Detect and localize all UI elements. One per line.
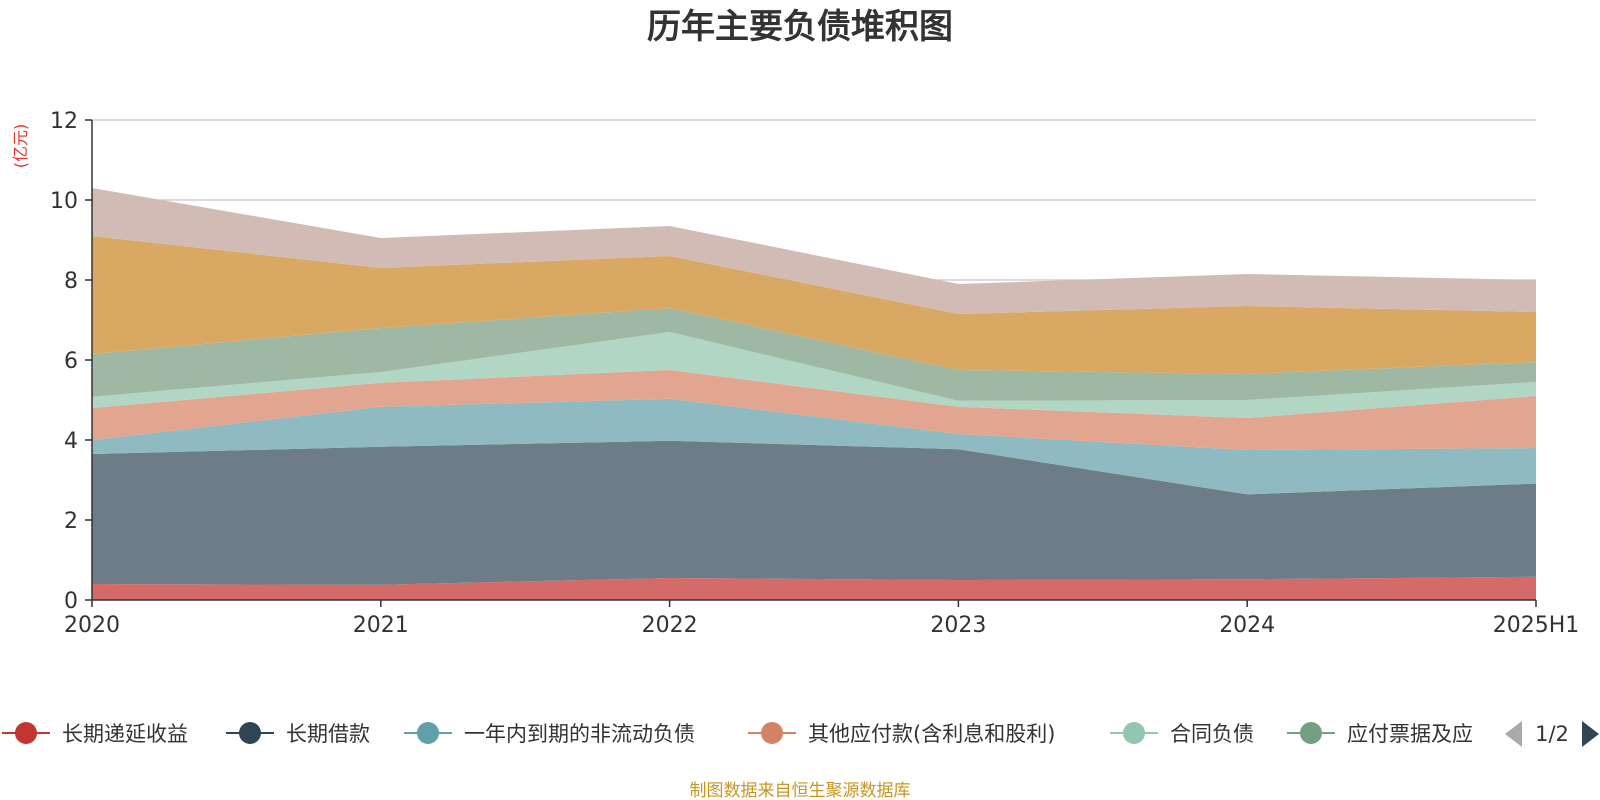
- legend-label: 应付票据及应: [1347, 722, 1473, 746]
- y-unit-label: (亿元): [11, 124, 30, 169]
- legend-label: 其他应付款(含利息和股利): [808, 722, 1055, 746]
- x-tick-label: 2022: [642, 613, 698, 638]
- legend-label: 一年内到期的非流动负债: [464, 722, 695, 746]
- y-tick-label: 2: [64, 509, 78, 534]
- legend-prev-icon[interactable]: [1505, 721, 1522, 747]
- legend-item[interactable]: 长期借款: [226, 722, 370, 746]
- x-tick-label: 2023: [930, 613, 986, 638]
- y-tick-label: 8: [64, 269, 78, 294]
- legend-item[interactable]: 合同负债: [1110, 722, 1254, 746]
- legend-marker-icon: [1123, 722, 1145, 744]
- axes: 0 2 4 6 8 10 12 2020 2021 2022 2023 2024 2025H1: [50, 109, 1579, 638]
- legend-page-indicator: 1/2: [1535, 722, 1569, 746]
- legend-label: 长期借款: [286, 722, 370, 746]
- legend-marker-icon: [1300, 722, 1322, 744]
- legend-label: 长期递延收益: [62, 722, 188, 746]
- legend-item[interactable]: 应付票据及应: [1287, 722, 1473, 746]
- x-tick-label: 2025H1: [1493, 613, 1580, 638]
- area-series-group: [92, 188, 1536, 600]
- area-series-8: [92, 188, 1536, 314]
- legend-marker-icon: [417, 722, 439, 744]
- legend-marker-icon: [761, 722, 783, 744]
- area-series-2: [92, 440, 1536, 585]
- y-tick-label: 6: [64, 349, 78, 374]
- legend-item[interactable]: 其他应付款(含利息和股利): [748, 722, 1055, 746]
- legend-label: 合同负债: [1170, 722, 1254, 746]
- x-tick-label: 2024: [1219, 613, 1275, 638]
- legend-item[interactable]: 一年内到期的非流动负债: [404, 722, 695, 746]
- y-tick-label: 10: [50, 189, 78, 214]
- area-series-1: [92, 576, 1536, 600]
- area-series-6: [92, 308, 1536, 401]
- area-series-5: [92, 332, 1536, 418]
- y-tick-label: 4: [64, 429, 78, 454]
- legend-marker-icon: [15, 722, 37, 744]
- legend-item[interactable]: 长期递延收益: [2, 722, 188, 746]
- legend-next-icon[interactable]: [1582, 721, 1599, 747]
- legend: 长期递延收益 长期借款 一年内到期的非流动负债 其他应付款(含利息和股利) 合同负债 应付…: [2, 721, 1599, 747]
- y-tick-label: 12: [50, 109, 78, 134]
- legend-marker-icon: [239, 722, 261, 744]
- area-series-7: [92, 236, 1536, 374]
- y-tick-label: 0: [64, 589, 78, 614]
- area-series-3: [92, 398, 1536, 495]
- source-note: 制图数据来自恒生聚源数据库: [690, 781, 911, 800]
- area-series-4: [92, 370, 1536, 450]
- x-tick-label: 2021: [353, 613, 409, 638]
- chart-title: 历年主要负债堆积图: [647, 7, 953, 47]
- x-tick-label: 2020: [64, 613, 120, 638]
